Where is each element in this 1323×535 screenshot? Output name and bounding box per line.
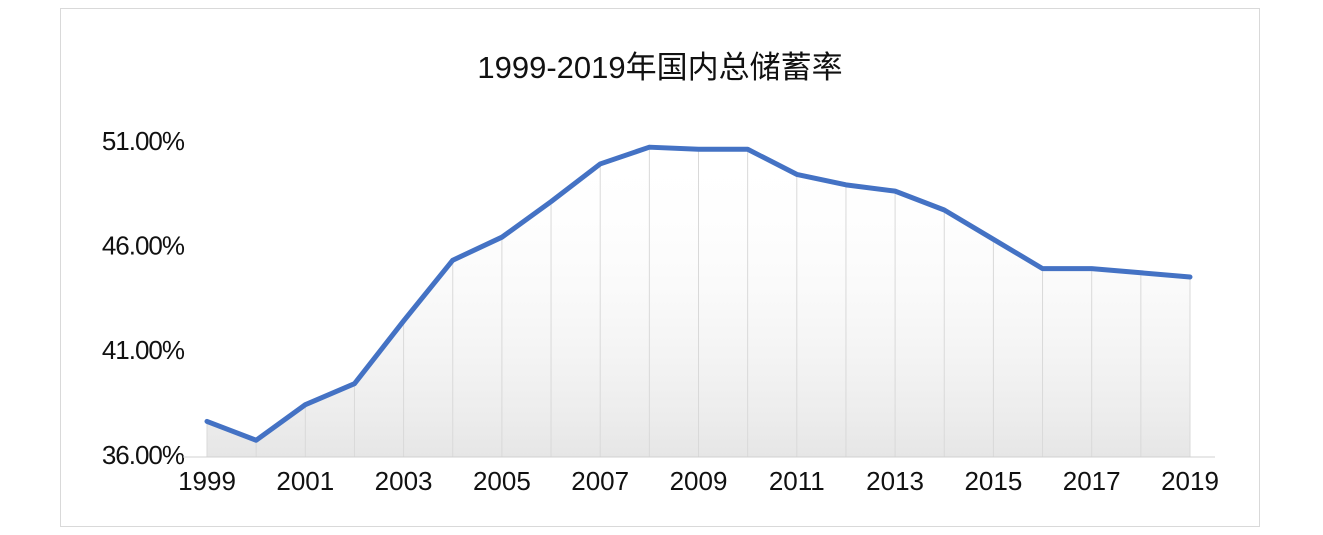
chart-title: 1999-2019年国内总储蓄率 xyxy=(477,50,842,85)
x-tick-label: 2015 xyxy=(964,466,1022,496)
x-tick-label: 2019 xyxy=(1161,466,1219,496)
x-tick-label: 2009 xyxy=(670,466,728,496)
y-tick-label: 41.00% xyxy=(102,335,185,365)
y-tick-label: 36.00% xyxy=(102,440,185,470)
x-tick-label: 2003 xyxy=(375,466,433,496)
x-tick-label: 2001 xyxy=(276,466,334,496)
x-tick-label: 2005 xyxy=(473,466,531,496)
x-tick-label: 2007 xyxy=(571,466,629,496)
y-tick-label: 46.00% xyxy=(102,231,185,261)
x-tick-label: 2017 xyxy=(1063,466,1121,496)
y-tick-label: 51.00% xyxy=(102,126,185,156)
x-tick-label: 2011 xyxy=(769,466,825,496)
line xyxy=(204,144,1193,443)
x-tick-label: 2013 xyxy=(866,466,924,496)
x-tick-label: 1999 xyxy=(178,466,236,496)
